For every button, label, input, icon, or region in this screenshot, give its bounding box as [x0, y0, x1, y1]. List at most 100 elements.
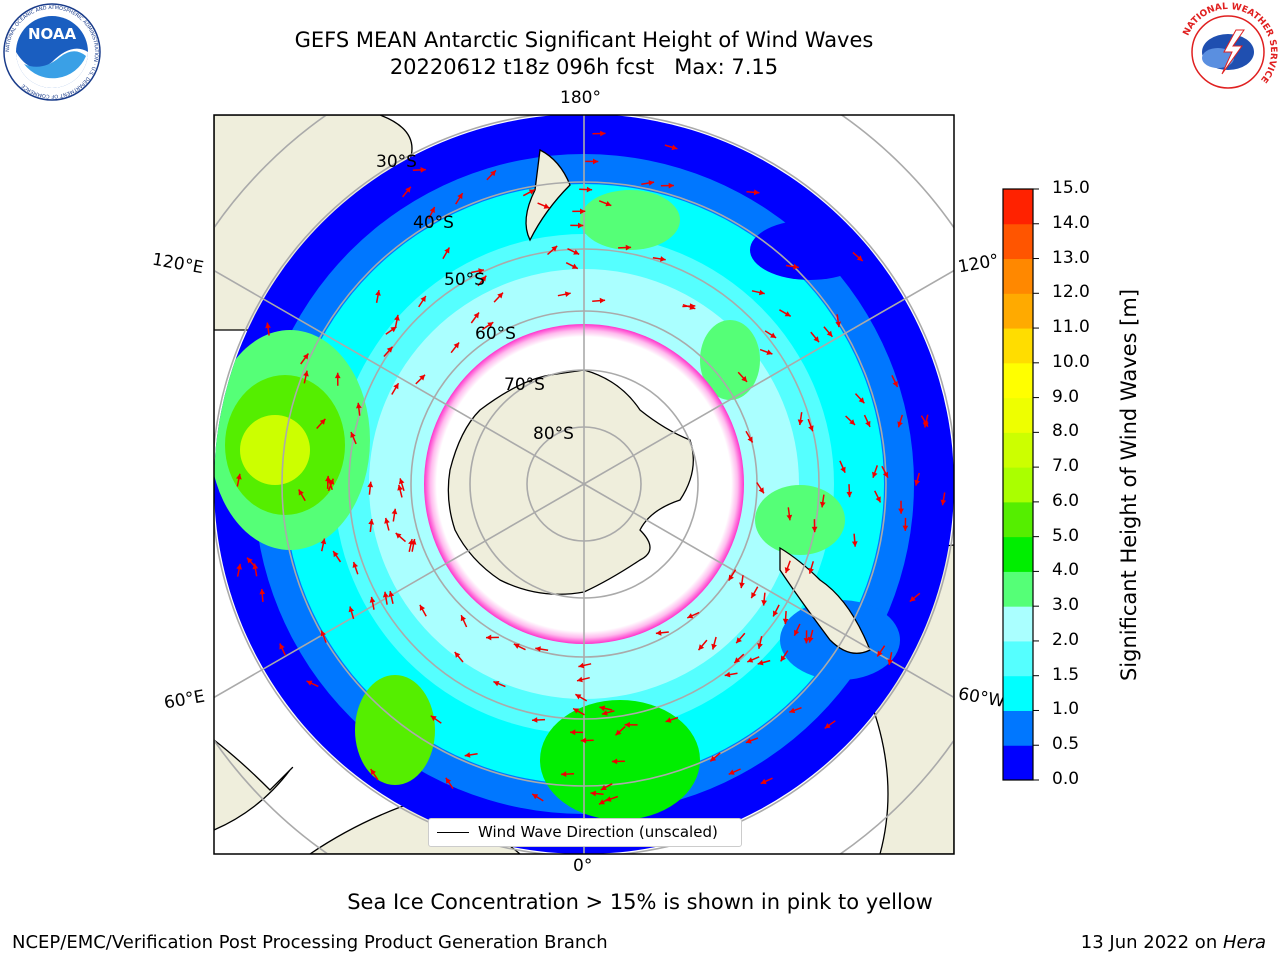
wind-arrow-head: [615, 729, 622, 736]
wind-arrow-head: [770, 332, 777, 338]
wind-arrow-head: [419, 604, 425, 611]
wind-arrow-head: [760, 778, 767, 785]
wind-arrow-head: [575, 694, 582, 700]
wind-arrow-head: [940, 499, 947, 506]
wind-arrow-head: [892, 381, 898, 387]
wind-arrow-head: [668, 182, 674, 189]
wind-arrow-head: [487, 322, 494, 328]
wind-arrow-head: [728, 769, 735, 775]
wind-arrow-head: [319, 418, 326, 425]
wind-arrow-head: [780, 655, 786, 662]
lat-label-70s: 70°S: [504, 375, 545, 395]
wind-arrow-head: [454, 652, 461, 658]
wind-arrow-head: [856, 255, 863, 261]
wind-arrow-head: [586, 186, 593, 193]
wind-arrow-head: [420, 167, 426, 173]
wind-arrow-head: [393, 383, 399, 390]
wind-arrow-head: [593, 158, 599, 165]
wind-arrow-head: [887, 659, 893, 665]
colorbar-tick-label: 11.0: [1052, 317, 1090, 338]
wind-arrow-head: [532, 794, 539, 800]
wind-arrow-head: [580, 737, 587, 744]
colorbar-tick-label: 1.5: [1052, 664, 1080, 685]
colorbar-tick-label: 6.0: [1052, 490, 1080, 511]
wind-arrow-head: [570, 729, 576, 736]
wind-arrow-head: [320, 630, 326, 637]
wind-arrow-head: [369, 596, 376, 603]
wind-arrow-head: [757, 659, 764, 666]
wind-arrow-head: [600, 130, 606, 137]
wind-arrow-head: [348, 606, 355, 613]
wind-arrow-head: [757, 643, 763, 649]
wind-arrow-head: [808, 567, 814, 574]
wind-arrow-head: [528, 189, 535, 195]
wind-arrow-head: [739, 582, 745, 589]
wind-arrow-head: [793, 263, 799, 270]
wind-arrow-head: [532, 717, 538, 723]
wind-arrow-head: [710, 755, 717, 762]
title-line-1: GEFS MEAN Antarctic Significant Height o…: [294, 28, 874, 52]
wind-wave-arrows: [236, 130, 947, 805]
lat-label-50s: 50°S: [444, 270, 485, 290]
wind-arrow-head: [773, 610, 779, 617]
wind-arrow-head: [375, 290, 381, 296]
wind-arrow-head: [444, 247, 450, 254]
wind-arrow-head: [395, 533, 402, 539]
wind-arrow-head: [786, 514, 793, 521]
wind-arrow-head: [580, 208, 586, 215]
wind-arrow-head: [851, 541, 858, 547]
wind-arrow-head: [370, 769, 376, 775]
wind-arrow-head: [897, 421, 903, 428]
wind-arrow-head: [460, 615, 466, 622]
wind-arrow-head: [753, 189, 760, 196]
wind-arrow-head: [543, 203, 550, 209]
wind-arrow-head: [457, 193, 463, 200]
wind-arrow-head: [384, 517, 390, 524]
wind-arrow-head: [382, 591, 389, 598]
wind-arrow-head: [766, 349, 773, 355]
wind-arrow-head: [898, 508, 904, 514]
wind-arrow-head: [747, 657, 754, 663]
wind-arrow-head: [687, 613, 694, 619]
sea-ice-note: Sea Ice Concentration > 15% is shown in …: [347, 890, 933, 914]
wind-arrow-head: [473, 312, 479, 319]
wind-arrow-head: [388, 591, 395, 597]
wind-arrow-head: [420, 296, 426, 302]
colorbar-tick-label: 2.0: [1052, 629, 1080, 650]
wind-arrow-head: [789, 707, 796, 714]
wind-arrow-head: [405, 186, 411, 193]
wind-arrow-head: [803, 638, 810, 644]
wind-arrow-head: [573, 249, 580, 255]
lat-label-40s: 40°S: [413, 213, 454, 233]
wind-arrow-head: [826, 330, 833, 337]
wind-arrow-head: [711, 643, 717, 650]
wind-arrow-head: [247, 557, 253, 564]
wind-arrow-head: [590, 790, 596, 797]
wind-arrow-head: [758, 487, 764, 494]
wind-arrow-head: [367, 481, 374, 488]
colorbar-tick-label: 14.0: [1052, 212, 1090, 233]
wind-arrow-head: [882, 471, 888, 478]
wind-arrow-head: [858, 397, 865, 404]
wind-arrow-head: [741, 376, 747, 382]
wind-arrow-head: [464, 752, 471, 758]
wind-arrow-head: [728, 574, 734, 581]
wind-arrow-head: [398, 478, 405, 485]
wind-arrow-head: [875, 496, 881, 503]
wind-arrow-head: [386, 346, 393, 353]
wind-arrow-head: [259, 588, 266, 595]
colorbar-tick-label: 4.0: [1052, 560, 1080, 581]
colorbar-tick-label: 10.0: [1052, 351, 1090, 372]
wind-arrow-head: [736, 637, 742, 644]
wind-arrow-head: [665, 717, 672, 723]
wind-arrow-head: [808, 425, 814, 432]
wind-arrow-head: [794, 629, 800, 636]
wind-arrow-head: [605, 201, 612, 207]
wind-arrow-head: [573, 708, 580, 714]
wind-arrow-head: [835, 321, 842, 328]
wind-arrow-head: [846, 491, 853, 498]
colorbar-tick-label: 5.0: [1052, 525, 1080, 546]
wind-arrow-head: [747, 436, 753, 443]
wind-arrow-head: [872, 471, 878, 478]
